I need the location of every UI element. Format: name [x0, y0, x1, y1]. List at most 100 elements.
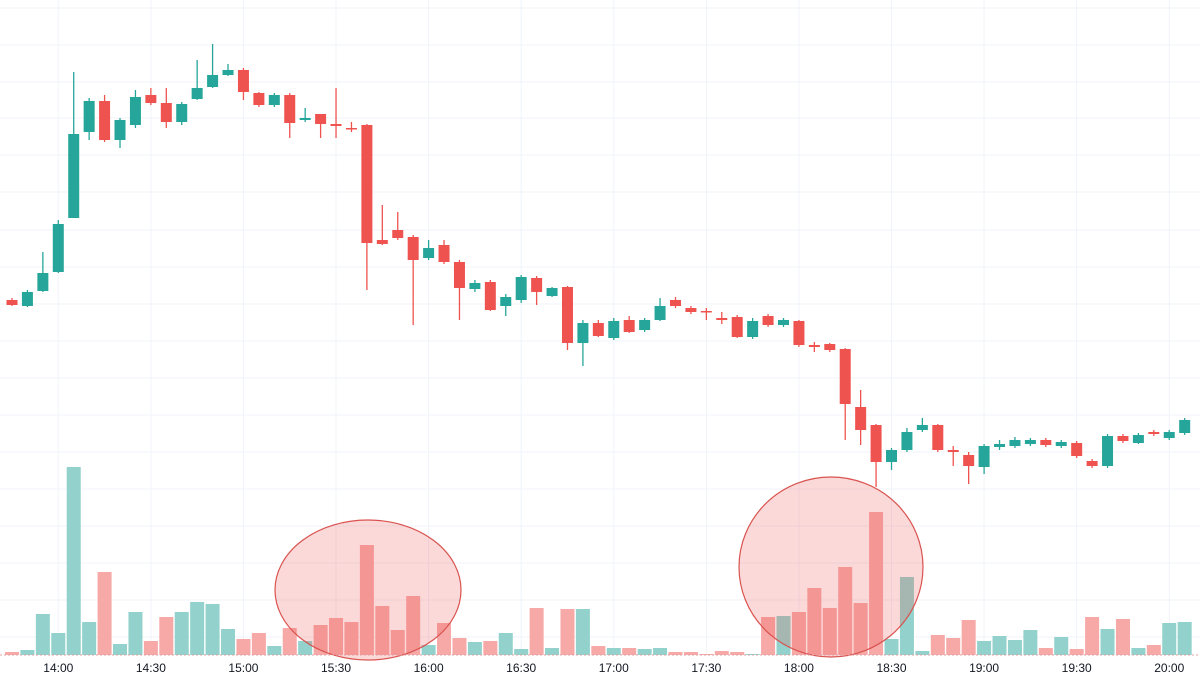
volume-bar [1054, 637, 1069, 655]
volume-bar [390, 630, 405, 655]
volume-bar [591, 646, 606, 655]
candle-body [1148, 432, 1160, 434]
candle-body [716, 318, 728, 320]
candle-body [284, 95, 296, 123]
volume-bar [143, 641, 158, 655]
candle-body [916, 425, 928, 430]
volume-bar [51, 633, 66, 655]
volume-bar [930, 635, 945, 655]
candle-body [83, 101, 95, 132]
candle-body [207, 75, 219, 87]
volume-bar [776, 616, 791, 655]
volume-bar [1007, 640, 1022, 655]
candle-body [176, 104, 188, 122]
candle-body [592, 323, 604, 336]
candle-body [423, 248, 435, 258]
volume-bar [190, 602, 205, 655]
volume-bar [514, 649, 529, 655]
candle-body [500, 297, 512, 306]
volume-bar [529, 608, 544, 655]
volume-bar [437, 623, 452, 655]
volume-bar [683, 652, 698, 655]
volume-bar [344, 622, 359, 655]
volume-bar [1115, 619, 1130, 655]
volume-bar [946, 638, 961, 655]
candle-body [237, 70, 249, 92]
highlight-circle [274, 519, 462, 661]
volume-bar [313, 625, 328, 655]
candle-body [484, 282, 496, 310]
candle-body [330, 124, 342, 126]
candles [6, 44, 1191, 487]
candle-body [1179, 420, 1191, 433]
candle-body [438, 245, 450, 262]
candle-body [315, 114, 327, 124]
candle-body [947, 450, 959, 452]
volume-bar [251, 633, 266, 655]
candle-body [963, 455, 975, 466]
x-tick-label: 19:30 [1062, 661, 1092, 675]
candle-body [1009, 440, 1021, 446]
volume-bar [730, 652, 745, 655]
x-tick-label: 19:00 [969, 661, 999, 675]
candle-body [222, 70, 234, 75]
candle-body [932, 425, 944, 450]
volume-bar [622, 648, 637, 655]
x-tick-label: 16:30 [506, 661, 536, 675]
candle-body [808, 345, 820, 347]
volume-bar [977, 641, 992, 655]
candle-body [855, 407, 867, 430]
volume-bar [329, 618, 344, 655]
candle-body [114, 120, 126, 140]
x-axis: 14:00 14:30 15:00 15:30 16:00 16:30 17:00 17:30… [43, 661, 1184, 675]
volume-bar [113, 644, 128, 655]
x-tick-label: 14:00 [43, 661, 73, 675]
volume-bar [97, 572, 112, 655]
candle-body [99, 101, 111, 140]
candle-body [129, 97, 141, 125]
volume-bar [1023, 630, 1038, 655]
volume-bar [992, 636, 1007, 655]
volume-bar [20, 650, 35, 655]
candle-body [1040, 440, 1052, 445]
volume-bar [406, 596, 421, 655]
candle-body [1055, 442, 1067, 446]
x-tick-label: 14:30 [136, 661, 166, 675]
candle-body [639, 320, 651, 330]
candle-body [37, 273, 49, 291]
volume-bar [1100, 629, 1115, 655]
volume-bar [174, 612, 189, 655]
volume-bar [498, 633, 513, 655]
volume-bar [452, 638, 467, 655]
x-tick-label: 18:00 [784, 661, 814, 675]
volume-bar [467, 642, 482, 655]
volume-bar [236, 639, 251, 655]
volume-bar [853, 603, 868, 655]
candle-body [839, 349, 851, 404]
candle-body [68, 134, 80, 218]
candle-body [52, 224, 64, 272]
candle-body [1132, 435, 1144, 443]
candle-body [1163, 432, 1175, 438]
candle-body [1024, 440, 1036, 444]
candle-body [654, 306, 666, 320]
volume-bar [961, 620, 976, 655]
candle-body [145, 95, 157, 103]
candle-body [515, 277, 527, 300]
volume-bar [267, 646, 282, 655]
volume-bar [421, 645, 436, 655]
candle-body [160, 103, 172, 122]
candle-body [577, 323, 589, 343]
volume-bar [359, 545, 374, 655]
volume-bar [35, 614, 50, 655]
candle-body [762, 316, 774, 325]
volume-bar [221, 629, 236, 655]
volume-bar [1038, 648, 1053, 655]
x-tick-label: 15:30 [321, 661, 351, 675]
candle-body [623, 320, 635, 332]
candle-body [886, 450, 898, 462]
volume-bar [869, 512, 884, 655]
candle-body [268, 95, 280, 105]
candle-body [361, 125, 373, 243]
